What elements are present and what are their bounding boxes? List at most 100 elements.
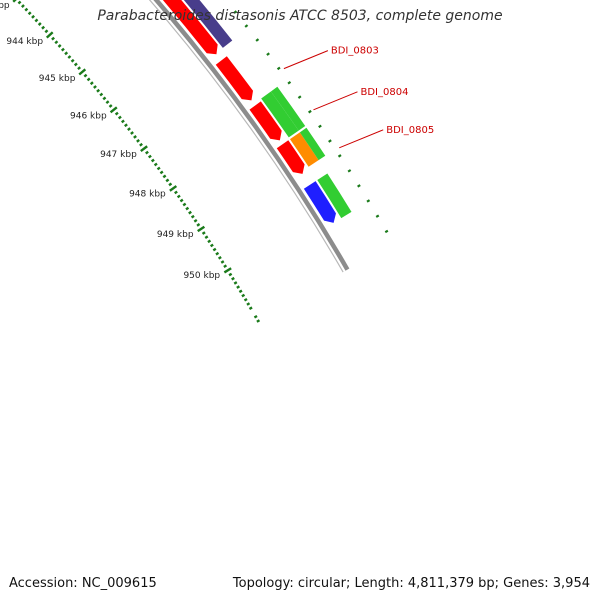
genome-summary-text: Topology: circular; Length: 4,811,379 bp…: [232, 576, 590, 591]
ruler-minor-tick: [159, 170, 164, 175]
ruler-minor-tick: [168, 182, 173, 187]
ruler-major-tick: [197, 225, 206, 233]
ruler-minor-tick: [57, 44, 62, 48]
ruler-minor-tick: [77, 66, 81, 71]
gene-feature-mrna-e: [289, 132, 319, 167]
ruler-minor-tick: [246, 302, 251, 306]
ruler-minor-tick: [207, 239, 212, 244]
ruler-minor-tick: [217, 256, 222, 260]
ruler-minor-tick: [127, 127, 131, 132]
ruler-minor-tick: [73, 62, 78, 67]
ruler-major-tick: [109, 106, 118, 114]
ruler-minor-tick: [174, 190, 178, 195]
ruler-minor-tick: [153, 162, 158, 167]
outer-tick: [375, 214, 380, 218]
ruler-minor-tick: [24, 7, 29, 12]
ruler-minor-tick: [185, 206, 190, 211]
gene-feature-cds-g: [276, 140, 305, 174]
outer-tick: [357, 184, 361, 188]
label-leader-line: [313, 91, 358, 111]
ruler-minor-tick: [70, 58, 75, 63]
ruler-minor-tick: [34, 18, 39, 23]
ruler-minor-tick: [96, 88, 101, 93]
ruler-minor-tick: [37, 22, 42, 26]
label-leader-line: [339, 129, 384, 149]
ruler-minor-tick: [150, 158, 155, 163]
gene-feature-mrna-f: [317, 173, 352, 219]
gene-feature-mrna-d: [261, 91, 299, 138]
gene-label[interactable]: BDI_0803: [331, 46, 379, 57]
outer-tick: [318, 124, 322, 129]
ruler-minor-tick: [253, 314, 258, 319]
ruler-major-tick: [140, 145, 148, 153]
outer-tick: [233, 10, 238, 14]
ruler-minor-tick: [108, 104, 113, 108]
ruler-minor-tick: [256, 319, 261, 323]
ruler-minor-tick: [212, 247, 217, 252]
ruler-minor-tick: [67, 55, 72, 59]
backbone-shadow: [148, 0, 344, 273]
ruler-minor-tick: [241, 293, 246, 298]
ruler-tick-label: 946 kbp: [70, 111, 107, 121]
ruler-tick-label: 945 kbp: [39, 74, 76, 84]
gene-feature-gene-c: [299, 127, 326, 161]
outer-tick: [308, 109, 312, 114]
ruler-major-tick: [45, 31, 54, 39]
ruler-minor-tick: [190, 214, 195, 219]
gene-feature-gene-b: [270, 86, 306, 131]
outer-tick: [266, 52, 270, 56]
ruler-tick-label: 943 kbp: [0, 1, 10, 11]
ruler-minor-tick: [248, 306, 253, 311]
ruler-minor-tick: [41, 25, 46, 30]
ruler-minor-tick: [165, 178, 170, 183]
ruler-major-tick: [78, 68, 87, 76]
map-title: Parabacteroides distasonis ATCC 8503, co…: [97, 8, 503, 24]
ruler-minor-tick: [117, 115, 122, 120]
ruler-dots: [17, 0, 261, 323]
ruler-minor-tick: [220, 260, 225, 264]
outer-tick: [337, 154, 342, 158]
ruler-minor-tick: [44, 29, 49, 34]
ruler-minor-tick: [136, 138, 140, 143]
gene-features: [162, 0, 352, 223]
ruler-minor-tick: [233, 281, 238, 285]
outer-tick: [328, 139, 332, 143]
ruler-minor-tick: [201, 231, 206, 235]
gene-labels: BDI_0800BDI_0801BDI_0802BDI_0803BDI_0804…: [283, 46, 434, 149]
ruler-minor-tick: [236, 285, 241, 289]
ruler-minor-tick: [60, 47, 65, 52]
gene-feature-mrna-c: [183, 0, 233, 48]
outer-tick: [297, 95, 302, 99]
ruler-minor-tick: [124, 123, 128, 128]
gene-label[interactable]: BDI_0805: [386, 125, 434, 136]
ruler-minor-tick: [156, 166, 161, 171]
gene-feature-cds-h: [303, 181, 336, 223]
outer-tick: [287, 80, 292, 85]
ruler-minor-tick: [139, 142, 143, 147]
outer-tick: [384, 229, 389, 234]
ruler-tick-label: 950 kbp: [183, 271, 220, 281]
ruler-minor-tick: [182, 202, 187, 207]
gene-feature-cds-d: [162, 0, 218, 55]
ruler-minor-tick: [145, 150, 149, 155]
ruler-minor-tick: [54, 40, 59, 45]
ruler-minor-tick: [102, 96, 107, 101]
outer-tick: [255, 38, 260, 42]
ruler-minor-tick: [215, 251, 220, 256]
ruler-tick-label: 948 kbp: [129, 190, 166, 200]
gene-label[interactable]: BDI_0804: [360, 87, 408, 98]
outer-tick: [366, 199, 371, 203]
outer-tick: [276, 66, 281, 71]
gene-feature-cds-f: [249, 101, 282, 141]
ruler-minor-tick: [93, 85, 97, 89]
gene-feature-cds-e: [215, 56, 254, 101]
ruler-minor-tick: [238, 289, 243, 294]
ruler-minor-tick: [17, 0, 22, 5]
ruler-minor-tick: [193, 218, 198, 223]
ruler-minor-tick: [209, 243, 214, 248]
ruler-minor-tick: [21, 4, 25, 8]
ruler-minor-tick: [196, 223, 201, 227]
genome-backbone: [148, 0, 350, 273]
